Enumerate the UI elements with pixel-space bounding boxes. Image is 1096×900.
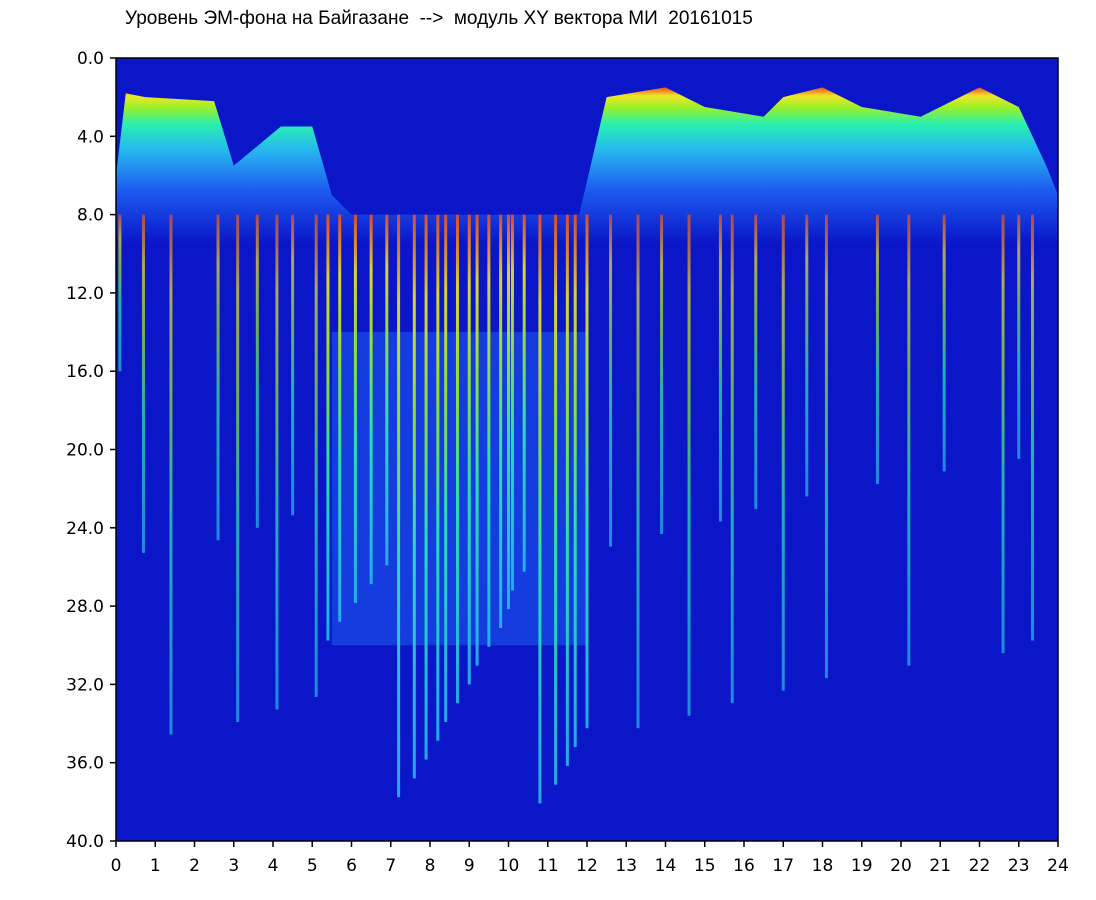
heatmap-spike xyxy=(522,214,526,572)
heatmap-spike xyxy=(636,214,640,729)
x-tick-label: 12 xyxy=(576,856,598,876)
heatmap-spike xyxy=(1001,214,1005,654)
x-tick-label: 6 xyxy=(346,856,357,876)
heatmap-spike xyxy=(718,214,722,522)
heatmap-spike xyxy=(475,214,479,666)
x-tick-label: 8 xyxy=(425,856,436,876)
x-tick-label: 16 xyxy=(733,856,755,876)
heatmap-spike xyxy=(291,214,295,516)
heatmap-spike xyxy=(781,214,785,691)
x-axis: 0 1 2 3 4 5 6 7 8 9 10 11 12 13 14 15 16 17 18 19 20 21 22 23 24 xyxy=(111,841,1069,876)
heatmap-spike xyxy=(510,214,514,591)
heatmap-spike xyxy=(824,214,828,679)
heatmap-spike xyxy=(875,214,879,484)
x-tick-label: 17 xyxy=(772,856,794,876)
heatmap-spike xyxy=(236,214,240,722)
x-tick-label: 4 xyxy=(268,856,279,876)
heatmap-spike xyxy=(338,214,342,622)
heatmap-spike xyxy=(1017,214,1021,459)
x-tick-label: 2 xyxy=(189,856,200,876)
x-tick-label: 18 xyxy=(812,856,834,876)
heatmap-spike xyxy=(507,214,510,610)
heatmap-spike xyxy=(444,214,448,722)
heatmap-spike xyxy=(730,214,734,704)
x-tick-label: 7 xyxy=(385,856,396,876)
y-tick-label: 16.0 xyxy=(66,362,104,382)
x-tick-label: 0 xyxy=(111,856,122,876)
heatmap-spike xyxy=(385,214,389,566)
x-tick-label: 21 xyxy=(929,856,951,876)
y-tick-label: 28.0 xyxy=(66,597,104,617)
heatmap-spike xyxy=(424,214,428,760)
heatmap-layer xyxy=(116,58,1058,841)
x-tick-label: 19 xyxy=(851,856,873,876)
heatmap-spike xyxy=(573,214,577,748)
heatmap-spike xyxy=(141,214,145,553)
y-tick-label: 8.0 xyxy=(77,206,104,226)
y-tick-label: 32.0 xyxy=(66,675,104,695)
x-tick-label: 14 xyxy=(655,856,677,876)
heatmap-spike xyxy=(907,214,911,666)
x-tick-label: 13 xyxy=(615,856,637,876)
heatmap-spike xyxy=(314,214,318,697)
heatmap-spike xyxy=(255,214,259,528)
heatmap-spike xyxy=(169,214,173,735)
heatmap-spike xyxy=(687,214,691,716)
heatmap-spike xyxy=(538,214,542,804)
heatmap-spike xyxy=(467,214,471,685)
x-tick-label: 23 xyxy=(1008,856,1030,876)
y-tick-label: 24.0 xyxy=(66,519,104,539)
x-tick-label: 1 xyxy=(150,856,161,876)
y-tick-label: 0.0 xyxy=(77,49,104,69)
heatmap-spike xyxy=(487,214,491,647)
chart-title: Уровень ЭМ-фона на Байгазане --> модуль … xyxy=(125,8,753,29)
y-tick-label: 4.0 xyxy=(77,127,104,147)
heatmap-spike xyxy=(1030,214,1034,641)
heatmap-spike xyxy=(585,214,589,729)
x-tick-label: 15 xyxy=(694,856,716,876)
heatmap-spike xyxy=(216,214,220,541)
heatmap-spike xyxy=(805,214,809,497)
x-tick-label: 24 xyxy=(1047,856,1069,876)
x-tick-label: 3 xyxy=(228,856,239,876)
x-tick-label: 20 xyxy=(890,856,912,876)
x-tick-label: 10 xyxy=(498,856,520,876)
heatmap-spike xyxy=(436,214,440,741)
heatmap-spike xyxy=(942,214,946,472)
x-tick-label: 5 xyxy=(307,856,318,876)
heatmap-spike xyxy=(326,214,330,641)
heatmap-spike xyxy=(455,214,459,704)
heatmap-spike xyxy=(412,214,416,779)
y-tick-label: 36.0 xyxy=(66,754,104,774)
heatmap-night-band xyxy=(331,332,587,646)
y-tick-label: 20.0 xyxy=(66,441,104,461)
heatmap-spike xyxy=(609,214,613,547)
heatmap-spike xyxy=(660,214,664,535)
heatmap-spike xyxy=(369,214,373,585)
heatmap-spike xyxy=(275,214,279,710)
heatmap-spike xyxy=(397,214,401,798)
y-tick-label: 12.0 xyxy=(66,284,104,304)
x-tick-label: 11 xyxy=(537,856,559,876)
heatmap-spike xyxy=(499,214,503,629)
heatmap-spike xyxy=(118,214,122,372)
heatmap-spike xyxy=(554,214,558,785)
heatmap-spike xyxy=(754,214,758,510)
y-axis: 0.0 4.0 8.0 12.0 16.0 20.0 24.0 28.0 32.0 36.0 40.… xyxy=(66,49,116,852)
heatmap-spike xyxy=(565,214,569,766)
x-tick-label: 22 xyxy=(969,856,991,876)
x-tick-label: 9 xyxy=(464,856,475,876)
heatmap-spike xyxy=(353,214,357,603)
y-tick-label: 40.0 xyxy=(66,832,104,852)
